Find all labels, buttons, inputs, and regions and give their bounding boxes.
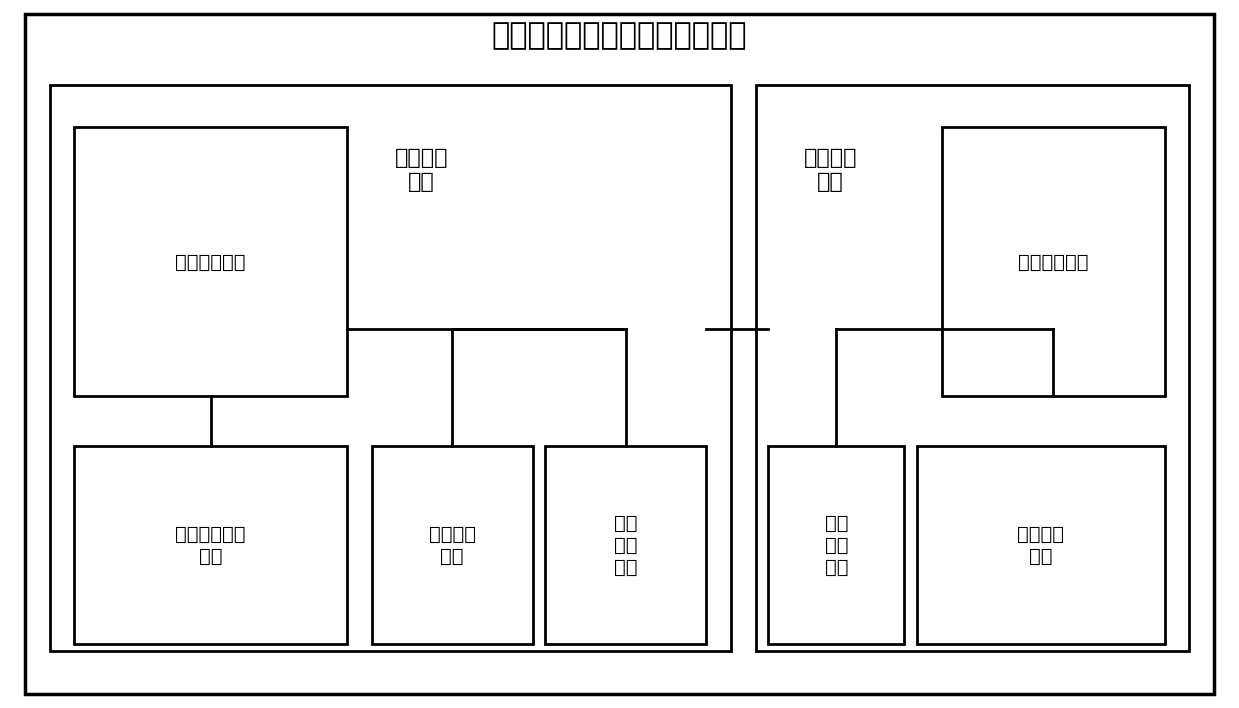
Text: 液晶显示单元: 液晶显示单元 [1018,253,1088,271]
Text: 数据采集
模块: 数据采集 模块 [394,148,449,192]
Bar [756,85,1189,651]
Text: 温度这列检测的可视化装置系统: 温度这列检测的可视化装置系统 [492,21,747,50]
Text: 通信
接口
单元: 通信 接口 单元 [615,514,637,576]
Text: 数据显示
模块: 数据显示 模块 [803,148,857,192]
Bar [50,85,731,651]
Text: 电源管理单元: 电源管理单元 [176,253,245,271]
Text: 通信
接口
单元: 通信 接口 单元 [825,514,847,576]
Bar [917,446,1165,644]
Text: 温度阵列检测
单元: 温度阵列检测 单元 [176,525,245,566]
Bar [545,446,706,644]
Bar [768,446,904,644]
Bar [74,446,347,644]
Bar [942,127,1165,396]
Bar [74,127,347,396]
Text: 微处理器
单元: 微处理器 单元 [1017,525,1064,566]
Text: 微处理器
单元: 微处理器 单元 [429,525,476,566]
Bar [372,446,533,644]
